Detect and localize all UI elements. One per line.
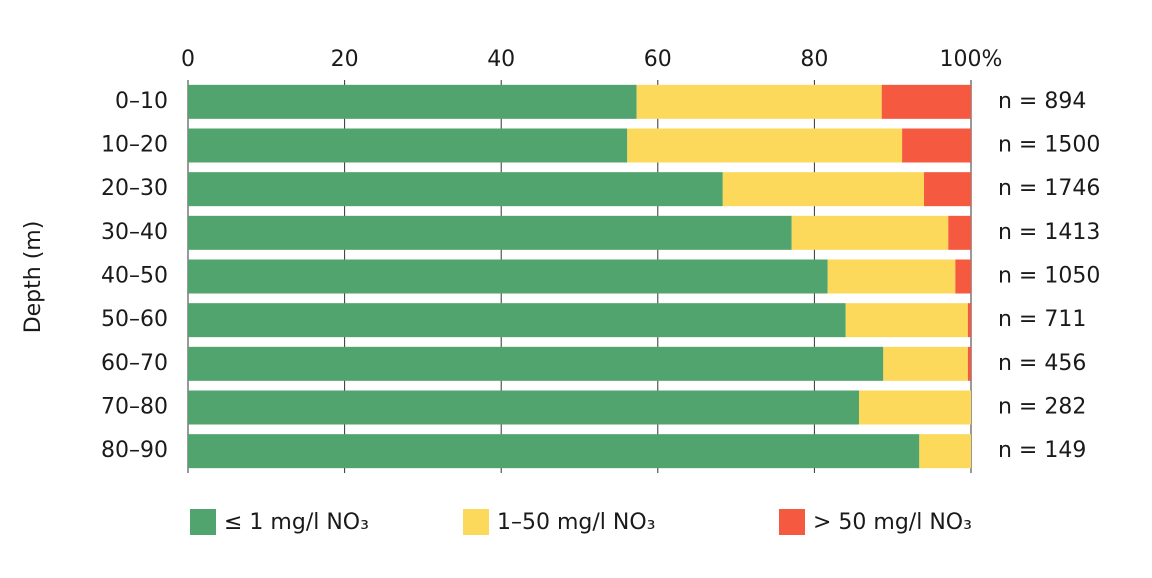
legend-label: > 50 mg/l NO₃	[813, 510, 972, 535]
bar-segment	[827, 259, 956, 294]
y-tick-label: 50–60	[101, 307, 168, 332]
y-tick-label: 60–70	[101, 351, 168, 376]
bar-segment	[948, 215, 971, 250]
bar-segment	[188, 128, 628, 163]
bar-segment	[883, 346, 968, 381]
x-tick-label: 0	[181, 47, 195, 72]
bar-segment	[902, 128, 971, 163]
bar-segment	[845, 303, 968, 338]
bar-segment	[791, 215, 949, 250]
bar-segment	[967, 303, 971, 338]
y-tick-label: 80–90	[101, 438, 168, 463]
bar-segment	[188, 259, 828, 294]
y-tick-label: 40–50	[101, 264, 168, 289]
annotation: n = 282	[998, 395, 1086, 420]
legend-swatch	[463, 509, 489, 535]
y-tick-label: 20–30	[101, 176, 168, 201]
x-tick-label: 20	[331, 47, 359, 72]
x-tick-label: 60	[644, 47, 672, 72]
legend-label: ≤ 1 mg/l NO₃	[224, 510, 369, 535]
bar-segment	[722, 172, 925, 207]
legend-label: 1–50 mg/l NO₃	[497, 510, 656, 535]
y-tick-label: 70–80	[101, 395, 168, 420]
annotation: n = 456	[998, 351, 1086, 376]
y-tick-label: 0–10	[115, 89, 168, 114]
bar-segment	[188, 172, 723, 207]
legend-swatch	[779, 509, 805, 535]
bar-segment	[627, 128, 903, 163]
y-axis-label: Depth (m)	[21, 221, 46, 334]
bar-segment	[881, 84, 971, 119]
annotation: n = 1050	[998, 264, 1100, 289]
bar-segment	[188, 303, 846, 338]
bar-segment	[924, 172, 971, 207]
bar-segment	[188, 346, 884, 381]
bar-segment	[636, 84, 882, 119]
legend-swatch	[190, 509, 216, 535]
bar-segment	[188, 434, 920, 469]
annotation: n = 1500	[998, 133, 1100, 158]
bar-segment	[955, 259, 971, 294]
bar-segment	[188, 390, 860, 425]
bar-segment	[919, 434, 971, 469]
annotation: n = 149	[998, 438, 1086, 463]
y-tick-label: 10–20	[101, 133, 168, 158]
x-tick-label: 40	[487, 47, 515, 72]
x-tick-label: 80	[800, 47, 828, 72]
bar-segment	[967, 346, 971, 381]
bar-segment	[188, 84, 637, 119]
bar-segment	[859, 390, 971, 425]
y-tick-label: 30–40	[101, 220, 168, 245]
bar-segment	[188, 215, 792, 250]
x-tick-label: 100%	[940, 47, 1003, 72]
annotation: n = 894	[998, 89, 1086, 114]
annotation: n = 1746	[998, 176, 1100, 201]
annotation: n = 711	[998, 307, 1086, 332]
annotation: n = 1413	[998, 220, 1100, 245]
